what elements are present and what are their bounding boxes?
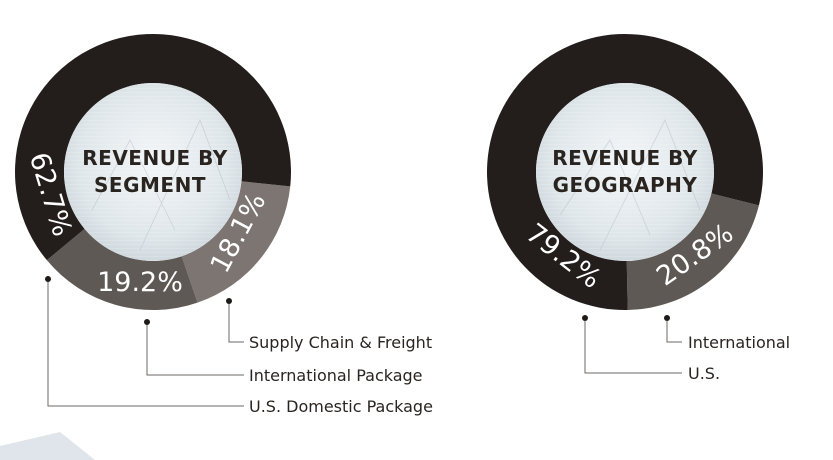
slice-u-s-domestic-package bbox=[15, 34, 292, 261]
slice-international-package bbox=[46, 228, 198, 310]
legend-supply-chain-freight: Supply Chain & Freight bbox=[249, 333, 432, 352]
segment-title-line-1: REVENUE BY bbox=[82, 146, 227, 170]
decorative-band bbox=[0, 432, 95, 460]
geography-donut-chart: REVENUE BY GEOGRAPHY 79.2% 20.8% Interna… bbox=[487, 34, 790, 383]
segment-title-line-2: SEGMENT bbox=[94, 173, 206, 197]
leader-dot bbox=[45, 276, 51, 282]
segment-slices bbox=[15, 34, 292, 310]
legend-international: International bbox=[688, 333, 790, 352]
geography-title-line-1: REVENUE BY bbox=[552, 146, 697, 170]
legend-us: U.S. bbox=[688, 364, 720, 383]
slice-label-international-package: 19.2% bbox=[97, 267, 183, 298]
leader-dot bbox=[582, 315, 588, 321]
slice-international bbox=[626, 193, 759, 310]
leader-dot bbox=[226, 298, 232, 304]
slice-supply-chain-freight bbox=[181, 181, 291, 303]
geography-title-line-2: GEOGRAPHY bbox=[553, 173, 698, 197]
leader-dot bbox=[144, 319, 150, 325]
segment-donut-chart: REVENUE BY SEGMENT 62.7% 19.2% 18.1% Sup… bbox=[15, 34, 433, 416]
slice-u-s bbox=[487, 34, 763, 311]
legend-us-domestic-package: U.S. Domestic Package bbox=[249, 397, 433, 416]
geography-slices bbox=[487, 34, 763, 311]
legend-international-package: International Package bbox=[249, 366, 423, 385]
leader-dot bbox=[664, 315, 670, 321]
